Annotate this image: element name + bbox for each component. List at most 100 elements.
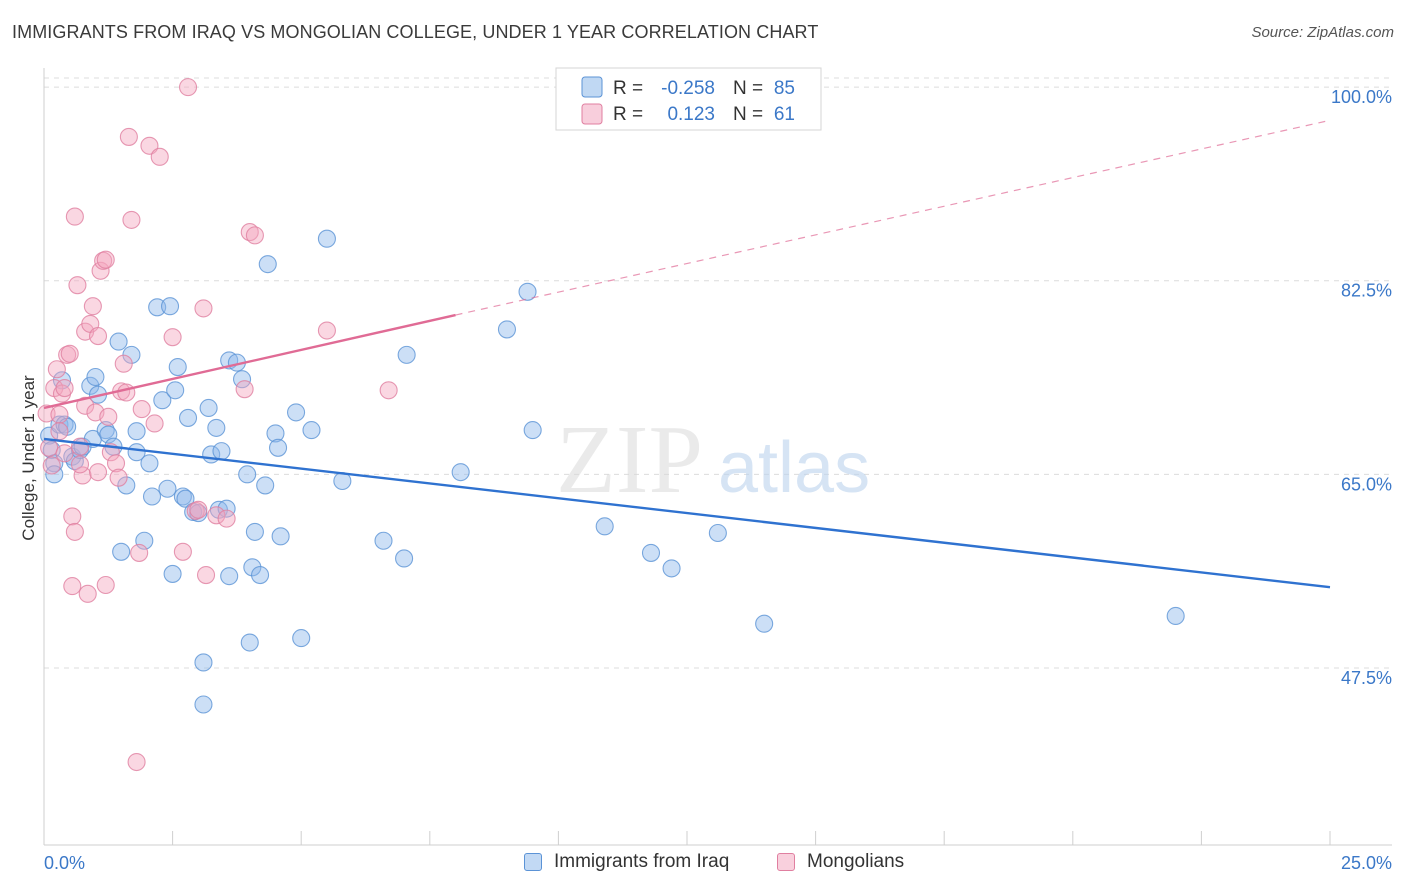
iraq-point [302,421,321,440]
iraq-point [176,489,195,508]
legend-item-iraq: Immigrants from Iraq [524,851,729,873]
trend-lines [43,119,1331,589]
y-axis-title: College, Under 1 year [19,375,38,541]
legend-label-mongolians: Mongolians [807,851,905,872]
x-tick-label: 0.0% [44,853,85,873]
iraq-point [397,345,416,364]
iraq-point [271,527,290,546]
iraq-point [117,476,136,495]
mongolian-point [240,223,259,242]
stats-n-value-mongolians: 61 [774,104,795,125]
iraq-point [86,367,105,387]
iraq-point [127,422,146,441]
mongolian-point [40,438,59,457]
iraq-point [158,479,177,498]
iraq-point [269,438,288,457]
iraq-point [292,629,311,648]
iraq-point [238,465,257,484]
mongolian-point [217,509,236,528]
stats-n-value-iraq: 85 [774,78,795,99]
stats-r-value-mongolians: 0.123 [667,104,715,125]
mongolian-point [106,454,126,473]
iraq-point [148,298,167,317]
mongolian-point [119,127,138,146]
mongolian-point [117,383,136,402]
mongolian-point [245,226,264,245]
mongolian-point [109,468,128,487]
iraq-point [374,531,393,550]
iraq-point [1166,606,1185,626]
mongolian-point [63,577,82,596]
iraq-point [112,542,131,561]
iraq-point [142,487,162,506]
mongolian-point [196,565,216,585]
mongolian-point [55,379,74,398]
mongolian-point [50,405,69,424]
x-tick-label: 25.0% [1341,853,1392,873]
iraq-point [65,452,84,471]
mongolian-point [130,543,149,562]
mongolian-point [122,210,141,229]
iraq-point [595,517,614,536]
iraq-point [173,487,192,506]
iraq-point [755,614,774,633]
mongolian-point [235,380,254,399]
source-label: Source: ZipAtlas.com [1251,24,1394,41]
mongolian-point [96,575,115,595]
iraq-trend-line [43,437,1331,589]
iraq-point [708,523,727,543]
mongolian-point [37,404,56,423]
mongolian-point [65,522,84,541]
mongolian-point [83,297,102,316]
stats-r-value-iraq: -0.258 [661,78,715,99]
legend-label-iraq: Immigrants from Iraq [554,851,730,872]
iraq-point [518,282,537,301]
mongolian-point [50,422,69,441]
stats-legend: R = -0.258 N = 85 R = 0.123 N = 61 [555,67,822,131]
mongolian-point [88,327,108,346]
iraq-point [217,499,236,518]
iraq-point [662,559,681,578]
mongolian-point [78,584,97,603]
iraq-point [199,398,218,418]
iraq-point [243,558,262,577]
mongolian-point [70,437,90,456]
stats-swatch-iraq [581,76,603,98]
stats-r-label-iraq: R = [613,78,643,99]
stats-n-label-mongolians: N = [733,104,763,125]
iraq-point [160,297,180,316]
mongolian-point [189,500,208,519]
iraq-point [163,564,182,583]
iraq-point [220,567,239,586]
stats-n-label-iraq: N = [733,78,763,99]
mongolian-point [379,381,398,400]
mongolian-point [150,147,169,166]
stats-r-label-mongolians: R = [613,104,643,125]
iraq-point [194,695,213,714]
iraq-point [140,454,159,473]
iraq-point [451,463,470,482]
mongolian-point [178,78,198,97]
mongolian-point [68,276,87,295]
iraq-point [641,543,661,562]
mongolian-point [194,299,213,318]
iraq-point [212,442,231,461]
iraq-point [523,421,542,440]
iraq-point [168,357,187,377]
mongolian-point [96,250,115,269]
mongolian-point [60,344,79,363]
mongolian-point [145,414,164,433]
iraq-point [178,408,198,427]
mongolian-trend-line [43,313,456,410]
mongolian-point [114,354,133,373]
mongolian-point [55,444,74,463]
legend-swatch-iraq [524,853,542,871]
iraq-point [109,332,128,351]
watermark-zip: ZIP [556,406,703,514]
mongolian-point [173,542,192,561]
iraq-point [258,255,277,274]
iraq-point [266,424,285,443]
iraq-point [395,549,414,568]
y-tick-label: 65.0% [1341,474,1392,494]
iraq-point [497,320,517,339]
